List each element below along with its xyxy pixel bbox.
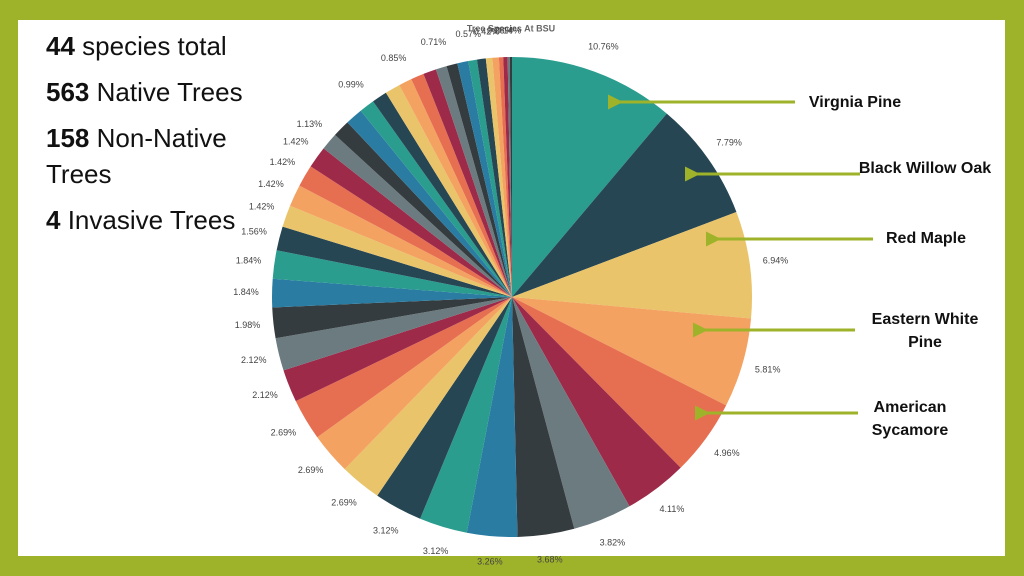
data-label: 0.85% (381, 53, 407, 63)
stat-number: 44 (46, 31, 75, 61)
pie-slice (509, 57, 512, 297)
data-label: 0.42% (474, 27, 500, 37)
stat: 563 Native Trees (46, 74, 246, 110)
data-label: 1.84% (236, 255, 262, 265)
pie-slice (275, 297, 512, 371)
data-label: 3.26% (477, 556, 503, 566)
data-label: 0.57% (456, 29, 482, 39)
annotation: Black Willow Oak (858, 160, 992, 177)
data-label: 10.76% (588, 42, 619, 52)
pie-slice (512, 297, 752, 406)
pie-slice (512, 297, 575, 537)
pie-slice (512, 211, 752, 319)
stat-number: 4 (46, 205, 61, 235)
data-label: 6.94% (763, 255, 789, 265)
annotation: Eastern White Pine (871, 311, 979, 351)
pie-slice (290, 185, 512, 297)
data-label: 1.42% (249, 202, 275, 212)
pie-slice (272, 278, 512, 308)
pie-slice (385, 85, 512, 297)
data-label: 0.71% (421, 37, 447, 47)
stat: 44 species total (46, 28, 246, 64)
pie-slice (446, 63, 512, 297)
stat-text: Invasive Trees (67, 205, 236, 235)
stat-text: Non-Native Trees (46, 123, 227, 189)
pie-slice (512, 57, 667, 297)
data-label: 4.96% (714, 448, 740, 458)
stat-text: Native Trees (96, 77, 243, 107)
data-label: 5.81% (755, 365, 781, 375)
data-label: 4.11% (660, 504, 685, 514)
pie-slice (295, 297, 512, 438)
pie-slice (377, 297, 512, 519)
pie-slice (272, 250, 512, 297)
data-label: 1.56% (241, 226, 267, 236)
data-label: 0.14% (496, 25, 522, 35)
chart-title: Tree Species At BSU (467, 23, 555, 33)
pie-slice (503, 57, 512, 297)
pie-slice (276, 226, 512, 297)
stat: 158 Non-Native Trees (46, 120, 246, 192)
pie-slice (512, 297, 727, 468)
data-label: 0.99% (338, 80, 364, 90)
data-label: 7.79% (716, 138, 742, 148)
data-label: 1.42% (258, 179, 284, 189)
pie-slice (347, 110, 512, 298)
pie-slice (373, 92, 512, 297)
pie-slice (411, 73, 512, 298)
data-label: 1.42% (270, 157, 296, 167)
data-label: 3.82% (600, 538, 626, 548)
pie-slice (323, 134, 512, 297)
data-label: 2.12% (241, 355, 267, 365)
data-label: 1.42% (283, 136, 309, 146)
pie-slice (360, 101, 512, 297)
pie-slice (435, 66, 512, 297)
pie-slice (498, 57, 512, 298)
pie-slice (512, 297, 681, 507)
annotation: Virgnia Pine (808, 94, 902, 111)
pie-slice (334, 122, 512, 297)
pie-slice (310, 148, 512, 297)
pie-slice (282, 205, 512, 297)
pie-slice (466, 297, 518, 538)
stat-number: 563 (46, 77, 90, 107)
pie-slice (317, 297, 512, 470)
pie-slice (299, 166, 512, 297)
pie-slice (423, 69, 512, 297)
data-label: 2.12% (252, 390, 278, 400)
data-label: 0.28% (487, 26, 513, 36)
annotation: Red Maple (885, 230, 966, 247)
pie-slice (283, 297, 512, 402)
pie-slice (344, 297, 512, 496)
pie-slice (485, 57, 512, 297)
data-label: 3.12% (373, 526, 399, 536)
stat-text: species total (82, 31, 227, 61)
data-label: 1.13% (297, 119, 323, 129)
data-label: 1.84% (233, 287, 259, 297)
data-label: 1.98% (235, 320, 261, 330)
pie-slice (492, 57, 512, 298)
data-label: 2.69% (271, 427, 297, 437)
pie-slice (272, 297, 512, 339)
pie-slice (476, 58, 512, 297)
pie-slice (399, 79, 512, 297)
pie-slice (507, 57, 512, 298)
data-label: 3.12% (423, 546, 449, 556)
pie-slice (457, 61, 512, 297)
data-label: 3.68% (537, 555, 563, 565)
stat: 4 Invasive Trees (46, 202, 246, 238)
pie-slice (420, 297, 512, 533)
pie-slice (512, 113, 737, 298)
pie-slice (512, 297, 630, 529)
stat-number: 158 (46, 123, 90, 153)
data-label: 2.69% (298, 465, 324, 475)
annotation: American Sycamore (871, 399, 949, 439)
stats: 44 species total 563 Native Trees 158 Non-… (46, 28, 246, 248)
data-label: 2.69% (331, 498, 357, 508)
pie-slice (468, 59, 512, 297)
